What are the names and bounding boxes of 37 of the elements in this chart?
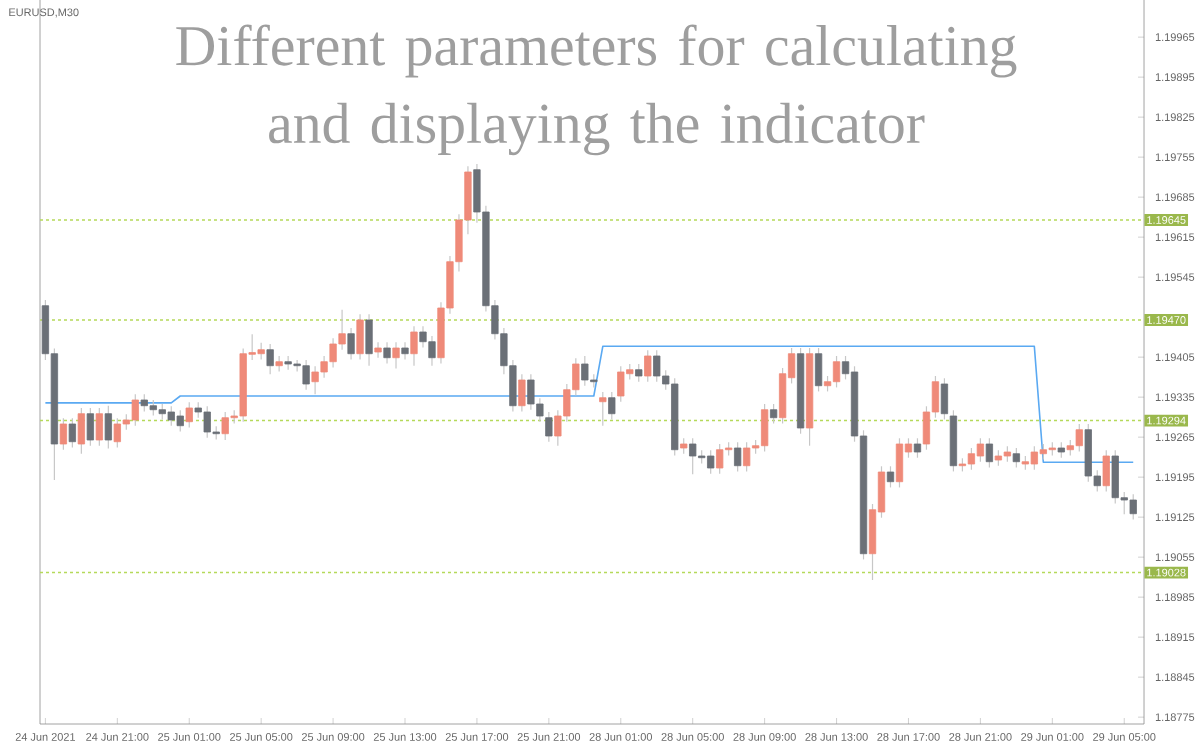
candlestick xyxy=(518,373,526,413)
candlestick xyxy=(77,407,85,455)
candlestick xyxy=(967,447,976,471)
candlestick xyxy=(599,391,607,427)
candlestick xyxy=(104,405,112,450)
candlestick xyxy=(769,403,778,425)
candlestick xyxy=(365,313,373,367)
candlestick xyxy=(410,325,418,367)
candlestick xyxy=(760,403,769,453)
candlestick xyxy=(608,391,616,421)
candlestick xyxy=(356,313,364,361)
candlestick xyxy=(940,377,949,421)
candlestick xyxy=(985,437,994,469)
candlestick xyxy=(832,355,841,389)
candlestick xyxy=(392,341,400,370)
candlestick xyxy=(886,465,895,489)
candlestick xyxy=(913,437,922,459)
candlestick xyxy=(95,407,103,447)
candlestick xyxy=(976,437,985,463)
candlestick xyxy=(185,401,193,429)
candlestick xyxy=(644,349,652,383)
candlestick xyxy=(1012,447,1020,469)
candlestick xyxy=(86,407,94,447)
candlestick xyxy=(68,417,76,449)
candlestick xyxy=(734,441,742,473)
candlestick xyxy=(275,355,283,373)
text: Different parameters for calculating and displaying the indicator xyxy=(176,24,1017,156)
candlestick xyxy=(545,411,553,443)
candlestick xyxy=(401,341,409,361)
candlestick xyxy=(266,343,274,375)
candlestick xyxy=(383,341,391,365)
candlestick xyxy=(374,341,382,359)
candlestick xyxy=(1102,449,1110,493)
candlestick xyxy=(59,417,68,451)
candlestick xyxy=(347,327,355,361)
candlestick xyxy=(895,437,904,489)
candlestick xyxy=(814,347,823,393)
